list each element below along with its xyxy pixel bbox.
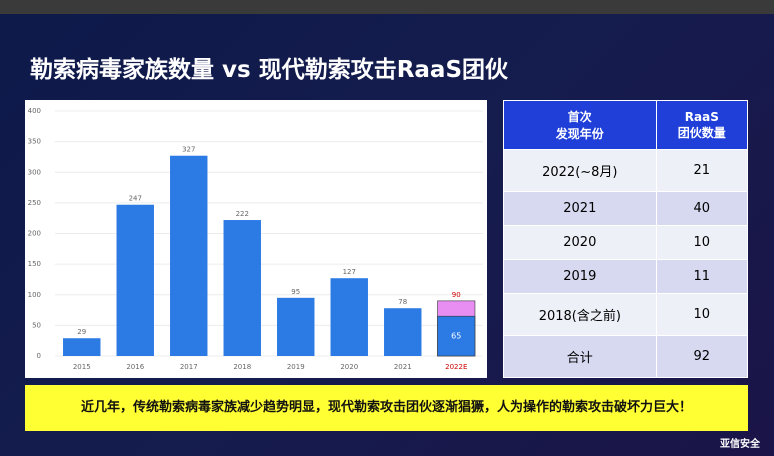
y-tick-label: 100 [28,291,41,299]
chart-panel: 0 50 100 150 200 250 300 350 400 2015 2016 2017 2018… [25,100,487,378]
data-label: 78 [398,298,407,306]
data-label: 65 [451,332,461,341]
table-cell: 10 [655,293,749,337]
table-row: 合计 92 [503,335,749,378]
y-tick-label: 250 [28,199,41,207]
header-line: 发现年份 [555,127,604,141]
table-row: 2020 10 [503,224,749,261]
x-tick-label: 2015 [73,363,91,371]
table-row: 2021 40 [503,190,749,226]
data-label: 127 [343,268,356,276]
bar [223,220,261,356]
y-tick-label: 300 [28,168,41,176]
top-bar [0,0,774,14]
x-tick-label: 2016 [126,363,144,371]
table-cell: 2020 [503,224,657,261]
x-tick-label: 2018 [233,363,251,371]
data-label: 247 [129,195,142,203]
header-line: 首次 [567,110,592,124]
table-cell: 21 [655,149,749,192]
bar [116,204,154,356]
x-tick-label: 2021 [394,363,412,371]
bar [437,315,476,357]
data-label: 29 [77,328,86,336]
slide-title: 勒索病毒家族数量 vs 现代勒索攻击RaaS团伙 [30,57,509,83]
data-label: 95 [291,288,300,296]
table-cell: 2022(~8月) [503,149,657,192]
banner: 近几年，传统勒索病毒家族减少趋势明显，现代勒索攻击团伙逐渐猖獗，人为操作的勒索攻… [25,385,748,431]
table-cell: 2021 [503,190,657,226]
y-tick-label: 0 [37,352,41,360]
table-cell: 10 [655,224,749,261]
table-cell: 40 [655,190,749,226]
table-cell: 92 [655,335,749,378]
y-tick-label: 350 [28,138,41,146]
bar [170,155,208,356]
header-cell: 首次 发现年份 [503,100,657,150]
header-line: RaaS [684,109,719,124]
data-label: 327 [182,146,195,154]
x-tick-label: 2017 [180,363,198,371]
data-label: 90 [452,291,461,299]
x-tick-label: 2022E [445,363,467,371]
y-tick-label: 200 [28,230,41,238]
x-tick-label: 2020 [340,363,358,371]
bar [384,308,422,356]
table-row: 2022(~8月) 21 [503,149,749,192]
y-tick-label: 400 [28,107,41,115]
table-row: 2018(含之前) 10 [503,293,749,337]
header-line: 团伙数量 [677,125,726,140]
chart: 0 50 100 150 200 250 300 350 400 2015 2016 2017 2018… [28,107,483,371]
table-cell: 2019 [503,259,657,295]
table-row: 2019 11 [503,259,749,295]
bar [330,278,368,356]
table: 首次 发现年份 RaaS 团伙数量 2022(~8月) 21 2021 40 2020 10 2… [503,100,749,378]
data-label: 222 [236,210,249,218]
header-cell: RaaS 团伙数量 [655,100,749,150]
y-tick-label: 50 [32,321,41,329]
logo: 亚信安全 [720,439,760,450]
table-cell: 2018(含之前) [503,293,657,337]
bar [277,297,315,356]
y-tick-label: 150 [28,260,41,268]
table-cell: 11 [655,259,749,295]
bar [63,338,101,356]
x-tick-label: 2019 [287,363,305,371]
table-cell: 合计 [503,335,657,378]
